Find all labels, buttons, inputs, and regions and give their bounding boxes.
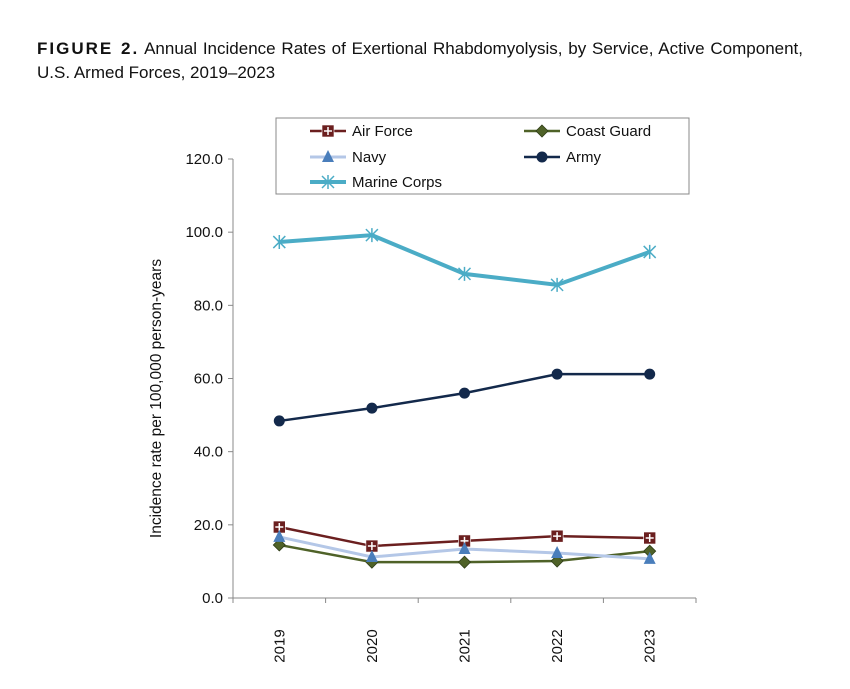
legend-item: Marine Corps — [310, 174, 442, 191]
y-tick-label: 20.0 — [194, 517, 223, 534]
legend-label: Air Force — [352, 123, 413, 140]
circle-marker — [644, 368, 656, 380]
legend-label: Navy — [352, 149, 387, 166]
triangle-marker — [551, 546, 564, 559]
star-marker — [550, 277, 564, 292]
triangle-marker — [365, 550, 378, 563]
legend: Air Force Coast Guard Navy Army Marine Corps — [275, 117, 690, 195]
legend-label: Army — [566, 149, 601, 166]
y-tick-label: 60.0 — [194, 371, 223, 388]
series-marine-corps — [272, 228, 657, 292]
triangle-marker — [322, 150, 334, 162]
series-army — [273, 368, 656, 427]
x-tick-label: 2021 — [457, 629, 474, 662]
triangle-marker — [643, 551, 656, 564]
legend-item: Army — [524, 149, 601, 166]
star-marker — [321, 175, 335, 189]
figure-label: FIGURE 2. — [37, 39, 140, 58]
x-tick-label: 2020 — [364, 629, 381, 662]
circle-marker — [536, 151, 548, 163]
triangle-marker — [273, 529, 286, 542]
y-tick-label: 40.0 — [194, 444, 223, 461]
star-marker — [457, 266, 472, 281]
legend-label: Coast Guard — [566, 123, 651, 140]
series-navy — [273, 529, 656, 564]
square-plus-marker-cross — [367, 542, 376, 551]
triangle-marker — [458, 541, 471, 554]
square-plus-marker-cross — [324, 127, 332, 135]
circle-marker — [273, 415, 285, 427]
square-plus-marker-cross — [275, 523, 284, 532]
y-tick-label: 120.0 — [185, 151, 223, 168]
circle-marker — [459, 387, 470, 399]
figure-title: Annual Incidence Rates of Exertional Rha… — [37, 39, 804, 82]
figure-caption: FIGURE 2. Annual Incidence Rates of Exer… — [37, 37, 803, 85]
x-tick-label: 2019 — [271, 629, 288, 662]
y-axis-label: Incidence rate per 100,000 person-years — [148, 259, 165, 538]
diamond-marker — [550, 554, 564, 568]
legend-item: Air Force — [310, 123, 413, 140]
circle-marker — [551, 368, 563, 380]
series-coast-guard — [272, 538, 657, 569]
legend-label: Marine Corps — [352, 174, 442, 191]
star-marker — [643, 244, 657, 259]
square-plus-marker-cross — [553, 532, 562, 541]
diamond-marker — [535, 124, 549, 138]
diamond-marker — [272, 538, 286, 552]
circle-marker — [366, 402, 378, 414]
legend-item: Navy — [310, 149, 387, 166]
star-marker — [272, 235, 286, 250]
diamond-marker — [457, 555, 472, 569]
y-tick-label: 100.0 — [185, 224, 223, 241]
star-marker — [365, 228, 379, 243]
y-tick-label: 0.0 — [202, 590, 223, 607]
x-tick-label: 2022 — [549, 629, 566, 662]
square-plus-marker-cross — [645, 534, 654, 543]
series-air-force — [272, 520, 657, 553]
y-tick-label: 80.0 — [194, 297, 223, 314]
x-tick-label: 2023 — [642, 629, 659, 662]
legend-item: Coast Guard — [524, 123, 651, 140]
